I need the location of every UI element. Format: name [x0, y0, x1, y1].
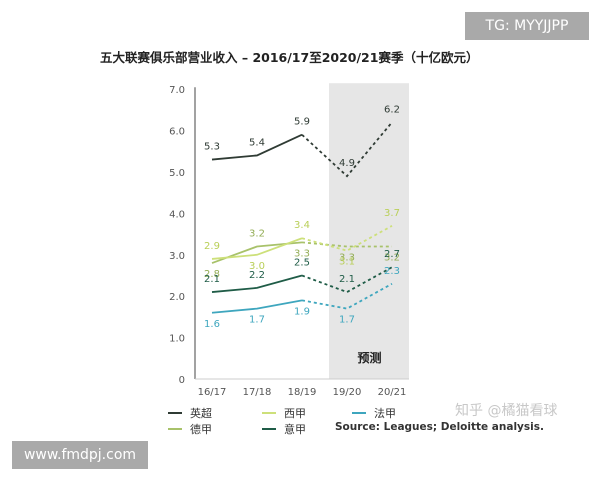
source-note: Source: Leagues; Deloitte analysis. — [335, 421, 544, 433]
data-label: 2.5 — [294, 258, 310, 269]
data-label: 4.9 — [339, 158, 355, 169]
data-label: 2.2 — [249, 270, 265, 281]
data-label: 2.7 — [384, 249, 400, 260]
watermark-tg: TG: MYYJJPP — [465, 12, 589, 40]
legend-label: 意甲 — [284, 423, 306, 436]
x-tick-label: 16/17 — [198, 387, 227, 398]
data-label: 6.2 — [384, 104, 400, 115]
data-label: 1.7 — [249, 315, 265, 326]
data-label: 2.9 — [204, 241, 220, 252]
data-label: 2.1 — [204, 274, 220, 285]
data-label: 3.1 — [339, 257, 355, 268]
legend-label: 法甲 — [374, 407, 396, 420]
legend-label: 英超 — [190, 407, 212, 420]
legend-label: 西甲 — [284, 407, 306, 420]
data-label: 3.3 — [339, 253, 355, 264]
data-label: 5.4 — [249, 137, 265, 148]
data-label: 5.9 — [294, 117, 310, 128]
x-tick-label: 17/18 — [243, 387, 272, 398]
watermark-zhihu: 知乎 @橘猫看球 — [455, 403, 558, 419]
series-line-actual — [211, 299, 303, 314]
x-tick-label: 18/19 — [288, 387, 317, 398]
series-line-actual — [211, 237, 303, 260]
data-label: 5.3 — [204, 142, 220, 153]
y-tick-label: 3.0 — [169, 251, 185, 262]
series-line-forecast — [301, 282, 393, 310]
x-tick-label: 19/20 — [333, 387, 362, 398]
legend-swatch — [168, 428, 182, 430]
data-label: 2.1 — [339, 274, 355, 285]
series-line-forecast — [301, 225, 393, 252]
legend-item: 德甲 — [168, 421, 212, 437]
legend-swatch — [262, 428, 276, 430]
forecast-label: 预测 — [357, 350, 381, 365]
y-tick-label: 0 — [179, 375, 185, 386]
y-tick-label: 6.0 — [169, 127, 185, 138]
data-label: 3.2 — [384, 253, 400, 264]
data-label: 1.7 — [339, 315, 355, 326]
data-label: 1.6 — [204, 319, 220, 330]
chart-title: 五大联赛俱乐部营业收入 – 2016/17至2020/21赛季（十亿欧元） — [100, 50, 479, 65]
y-tick-label: 2.0 — [169, 292, 185, 303]
data-label: 2.3 — [384, 266, 400, 277]
legend-swatch — [168, 412, 182, 414]
data-label: 3.2 — [249, 229, 265, 240]
data-label: 3.4 — [294, 220, 310, 231]
y-tick-label: 4.0 — [169, 209, 185, 220]
data-label: 2.8 — [204, 269, 220, 280]
y-tick-label: 5.0 — [169, 168, 185, 179]
watermark-url: www.fmdpj.com — [12, 441, 148, 469]
legend-item: 西甲 — [262, 405, 306, 421]
y-tick-label: 1.0 — [169, 334, 185, 345]
legend-item: 法甲 — [352, 405, 396, 421]
legend-swatch — [352, 412, 366, 414]
data-label: 3.0 — [249, 261, 265, 272]
data-label: 3.7 — [384, 208, 400, 219]
forecast-band — [329, 83, 409, 379]
data-label: 1.9 — [294, 306, 310, 317]
legend-item: 意甲 — [262, 421, 306, 437]
data-label: 3.3 — [294, 248, 310, 259]
x-tick-label: 20/21 — [378, 387, 407, 398]
legend-label: 德甲 — [190, 423, 212, 436]
y-tick-label: 7.0 — [169, 85, 185, 96]
legend-item: 英超 — [168, 405, 212, 421]
legend-swatch — [262, 412, 276, 414]
